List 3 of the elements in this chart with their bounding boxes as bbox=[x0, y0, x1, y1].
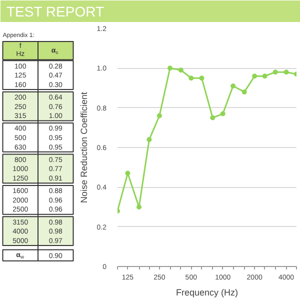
y-axis-title: Noise Reduction Coefficient bbox=[78, 92, 89, 203]
x-axis-title: Frequency (Hz) bbox=[176, 288, 238, 298]
chart-title: TEST REPORT bbox=[6, 4, 104, 20]
